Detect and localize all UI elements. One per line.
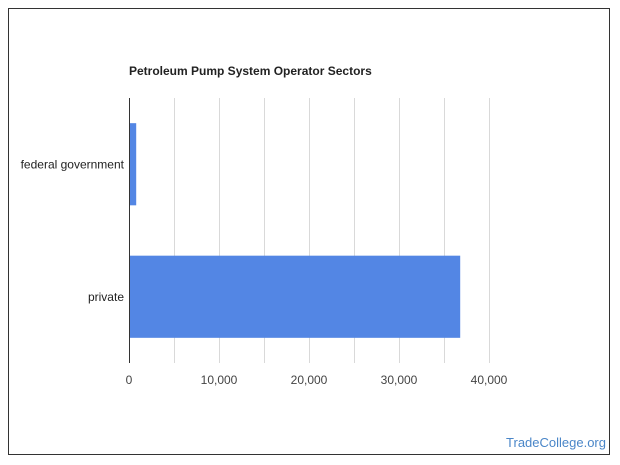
x-tick-label: 30,000 bbox=[381, 373, 418, 387]
bar-private bbox=[129, 255, 461, 338]
category-label: private bbox=[88, 290, 124, 304]
category-label: federal government bbox=[21, 157, 125, 171]
x-tick-label: 0 bbox=[126, 373, 133, 387]
bar-federal-government bbox=[129, 123, 137, 206]
chart-title: Petroleum Pump System Operator Sectors bbox=[129, 64, 372, 78]
x-tick-label: 40,000 bbox=[471, 373, 508, 387]
watermark: TradeCollege.org bbox=[506, 435, 606, 450]
x-tick-label: 20,000 bbox=[291, 373, 328, 387]
x-tick-label: 10,000 bbox=[201, 373, 238, 387]
